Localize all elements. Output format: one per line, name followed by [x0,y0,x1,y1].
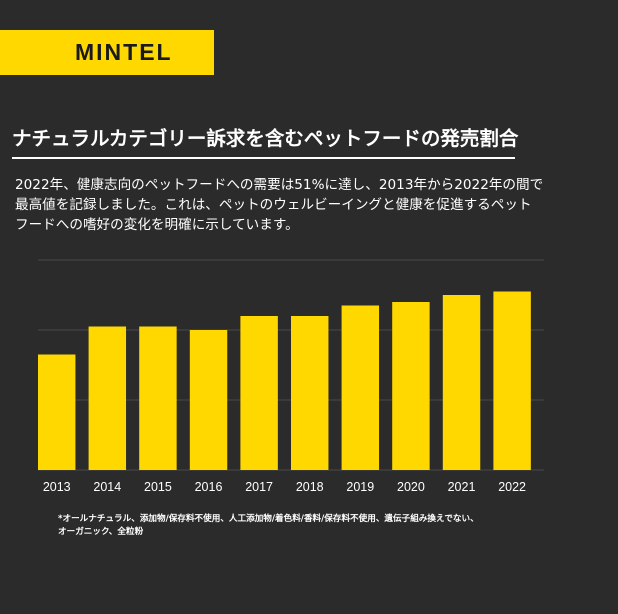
x-tick-label: 2022 [498,480,526,494]
x-tick-label: 2013 [43,480,71,494]
mintel-logo-band: MINTEL [0,30,214,75]
x-tick-label: 2015 [144,480,172,494]
bar-2018 [291,316,329,470]
page-title: ナチュラルカテゴリー訴求を含むペットフードの発売割合 [12,127,519,150]
description-line: フードへの嗜好の変化を明確に示しています。 [15,217,299,233]
bar-2019 [341,305,380,470]
bar-2017 [240,316,278,470]
x-tick-label: 2014 [93,480,121,494]
x-tick-label: 2020 [397,480,425,494]
bar-2013 [38,354,76,470]
bar-2014 [88,326,127,470]
footnote-line: *オールナチュラル、添加物/保存料不使用、人工添加物/着色料/香料/保存料不使用… [58,514,479,524]
x-tick-label: 2019 [346,480,374,494]
footnote-line: オーガニック、全粒粉 [58,527,144,537]
description-line: 2022年、健康志向のペットフードへの需要は51%に達し、2013年から2022… [15,177,544,193]
footnote: *オールナチュラル、添加物/保存料不使用、人工添加物/着色料/香料/保存料不使用… [58,513,588,539]
description-line: 最高値を記録しました。これは、ペットのウェルビーイングと健康を促進するペット [15,197,532,213]
x-tick-label: 2017 [245,480,273,494]
mintel-logo: MINTEL [75,39,173,65]
bar-2021 [442,295,481,470]
bar-2020 [392,302,430,470]
bar-2015 [139,326,177,470]
x-tick-label: 2021 [448,480,476,494]
description: 2022年、健康志向のペットフードへの需要は51%に達し、2013年から2022… [15,175,605,235]
x-tick-label: 2018 [296,480,324,494]
bar-2016 [189,330,228,470]
x-tick-label: 2016 [195,480,223,494]
bar-2022 [493,291,531,470]
title-underline [12,157,515,159]
